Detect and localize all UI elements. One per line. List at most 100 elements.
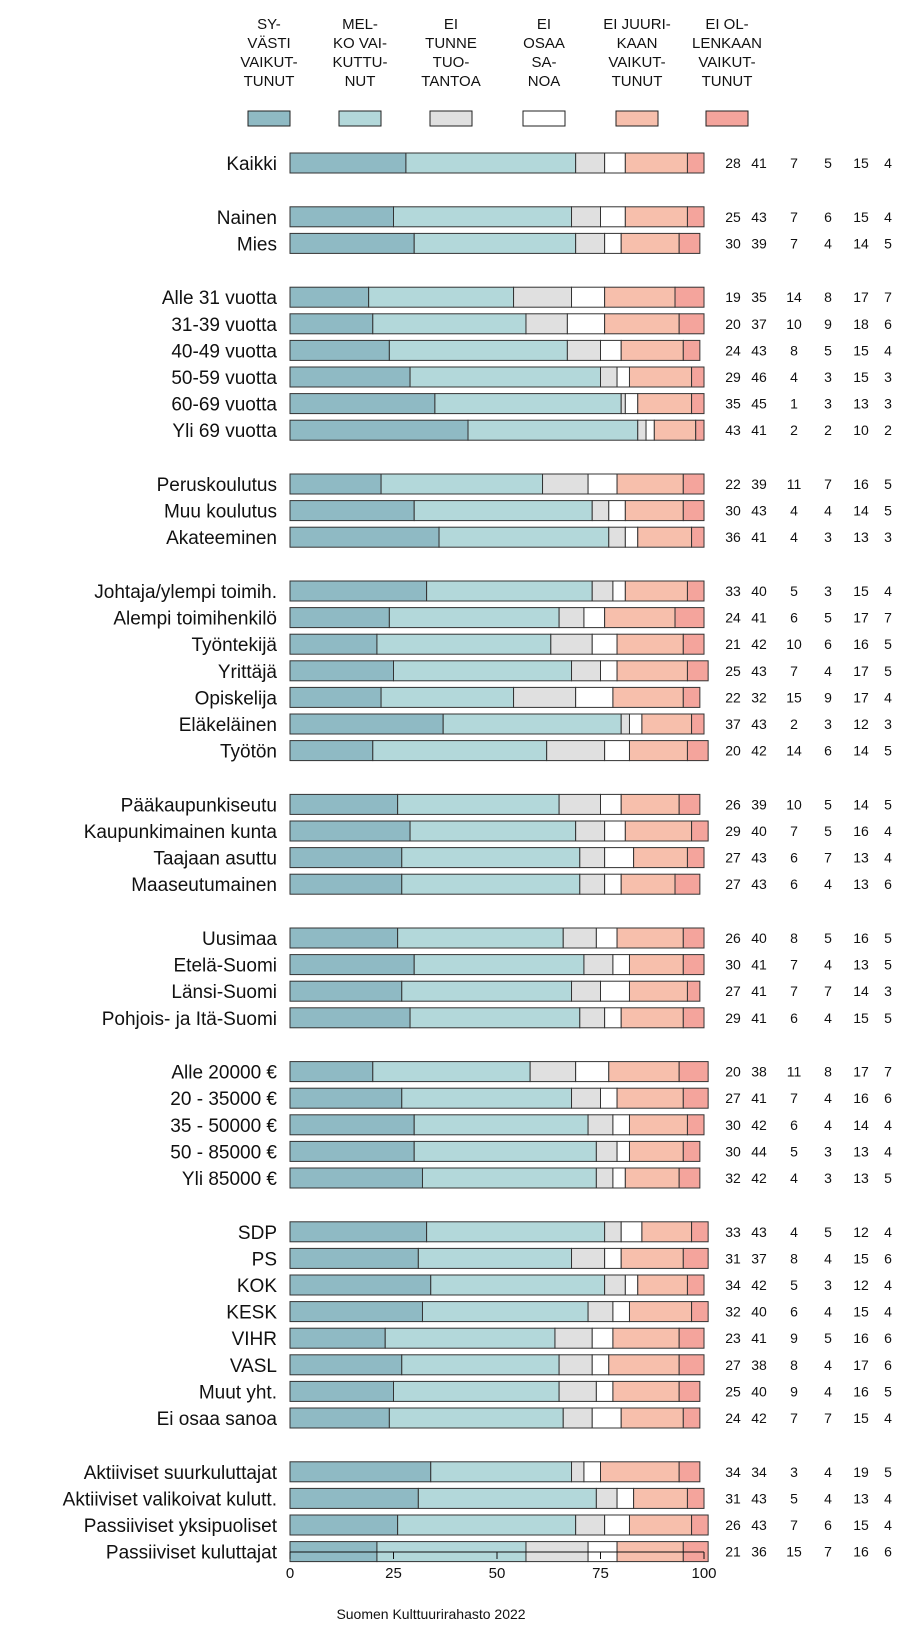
- value-label: 41: [751, 529, 767, 545]
- row-label: Aktiiviset suurkuluttajat: [84, 1463, 278, 1484]
- row-label: Eläkeläinen: [179, 715, 277, 736]
- bar-segment: [289, 1274, 432, 1296]
- bar-segment: [289, 1461, 432, 1483]
- value-label: 10: [786, 316, 802, 332]
- value-label: 20: [725, 743, 741, 759]
- value-label: 11: [787, 476, 802, 492]
- bar-segment: [566, 313, 606, 335]
- value-label: 4: [824, 1357, 832, 1373]
- bar-segment: [637, 419, 647, 441]
- value-label: 17: [853, 663, 869, 679]
- bar-segment: [604, 286, 676, 308]
- bar-segment: [600, 1087, 618, 1109]
- bar-segment: [682, 1140, 701, 1162]
- value-label: 17: [853, 1064, 869, 1080]
- bar-segment: [421, 1167, 597, 1189]
- bar-segment: [628, 1114, 688, 1136]
- bar-segment: [682, 339, 701, 361]
- value-label: 14: [786, 743, 802, 759]
- bar-segment: [691, 1221, 709, 1243]
- value-label: 4: [884, 1490, 892, 1506]
- bar-segment: [368, 286, 515, 308]
- value-label: 3: [824, 1170, 832, 1186]
- bar-segment: [388, 607, 560, 629]
- row-label: Kaikki: [226, 154, 277, 175]
- bar-segment: [289, 1007, 411, 1029]
- bar-segment: [417, 1247, 573, 1269]
- value-label: 27: [725, 850, 741, 866]
- value-label: 7: [824, 983, 832, 999]
- value-label: 3: [824, 716, 832, 732]
- value-label: 3: [824, 529, 832, 545]
- bar-segment: [695, 419, 705, 441]
- legend-swatch: [247, 110, 291, 127]
- bar-segment: [612, 580, 626, 602]
- value-label: 4: [884, 1304, 892, 1320]
- bar-segment: [289, 1487, 419, 1509]
- bar-segment: [686, 1114, 705, 1136]
- bar-segment: [289, 1407, 390, 1429]
- bar-segment: [289, 152, 407, 174]
- bar-segment: [595, 1487, 618, 1509]
- value-label: 42: [751, 743, 767, 759]
- value-label: 30: [725, 1117, 741, 1133]
- bar-segment: [674, 286, 705, 308]
- bar-segment: [674, 873, 701, 895]
- value-label: 5: [824, 610, 832, 626]
- value-label: 4: [884, 583, 892, 599]
- row-label: Taajaan asuttu: [153, 849, 277, 870]
- bar-segment: [372, 1061, 531, 1083]
- value-label: 4: [790, 369, 798, 385]
- value-label: 5: [824, 930, 832, 946]
- value-label: 8: [790, 342, 798, 358]
- legend-label: EI: [444, 16, 458, 33]
- bar-segment: [624, 206, 688, 228]
- bar-segment: [289, 980, 403, 1002]
- value-label: 9: [824, 689, 832, 705]
- bar-segment: [442, 713, 622, 735]
- value-label: 7: [790, 957, 798, 973]
- bar-segment: [637, 526, 693, 548]
- bar-segment: [409, 820, 577, 842]
- bar-segment: [289, 366, 411, 388]
- bar-segment: [558, 793, 601, 815]
- bar-segment: [413, 232, 577, 254]
- bar-segment: [620, 1221, 643, 1243]
- value-label: 25: [725, 209, 741, 225]
- value-label: 4: [824, 235, 832, 251]
- value-label: 5: [884, 1170, 892, 1186]
- value-label: 3: [884, 529, 892, 545]
- value-label: 38: [751, 1357, 767, 1373]
- legend-label: KO VAI-: [333, 35, 387, 52]
- row-label: Länsi-Suomi: [171, 982, 277, 1003]
- value-label: 43: [751, 503, 767, 519]
- value-label: 43: [751, 1490, 767, 1506]
- bar-segment: [289, 1514, 399, 1536]
- bar-segment: [571, 1247, 606, 1269]
- bar-segment: [409, 1007, 581, 1029]
- bar-segment: [600, 660, 618, 682]
- bar-segment: [604, 152, 626, 174]
- row-label: Työtön: [220, 742, 277, 763]
- row-label: Peruskoulutus: [157, 475, 277, 496]
- bar-segment: [682, 1247, 709, 1269]
- legend-label: VÄSTI: [247, 35, 290, 52]
- row-label: SDP: [238, 1223, 277, 1244]
- value-label: 16: [853, 636, 869, 652]
- value-label: 8: [790, 1250, 798, 1266]
- bar-segment: [591, 633, 618, 655]
- value-label: 5: [824, 823, 832, 839]
- bar-segment: [575, 1514, 606, 1536]
- bar-segment: [575, 820, 606, 842]
- value-label: 26: [725, 930, 741, 946]
- bar-segment: [289, 393, 436, 415]
- value-label: 30: [725, 1143, 741, 1159]
- bar-segment: [289, 232, 415, 254]
- value-label: 20: [725, 316, 741, 332]
- value-label: 17: [853, 289, 869, 305]
- bar-segment: [620, 232, 680, 254]
- value-label: 40: [751, 823, 767, 839]
- bar-segment: [686, 1274, 705, 1296]
- bar-segment: [426, 1221, 606, 1243]
- bar-segment: [600, 339, 622, 361]
